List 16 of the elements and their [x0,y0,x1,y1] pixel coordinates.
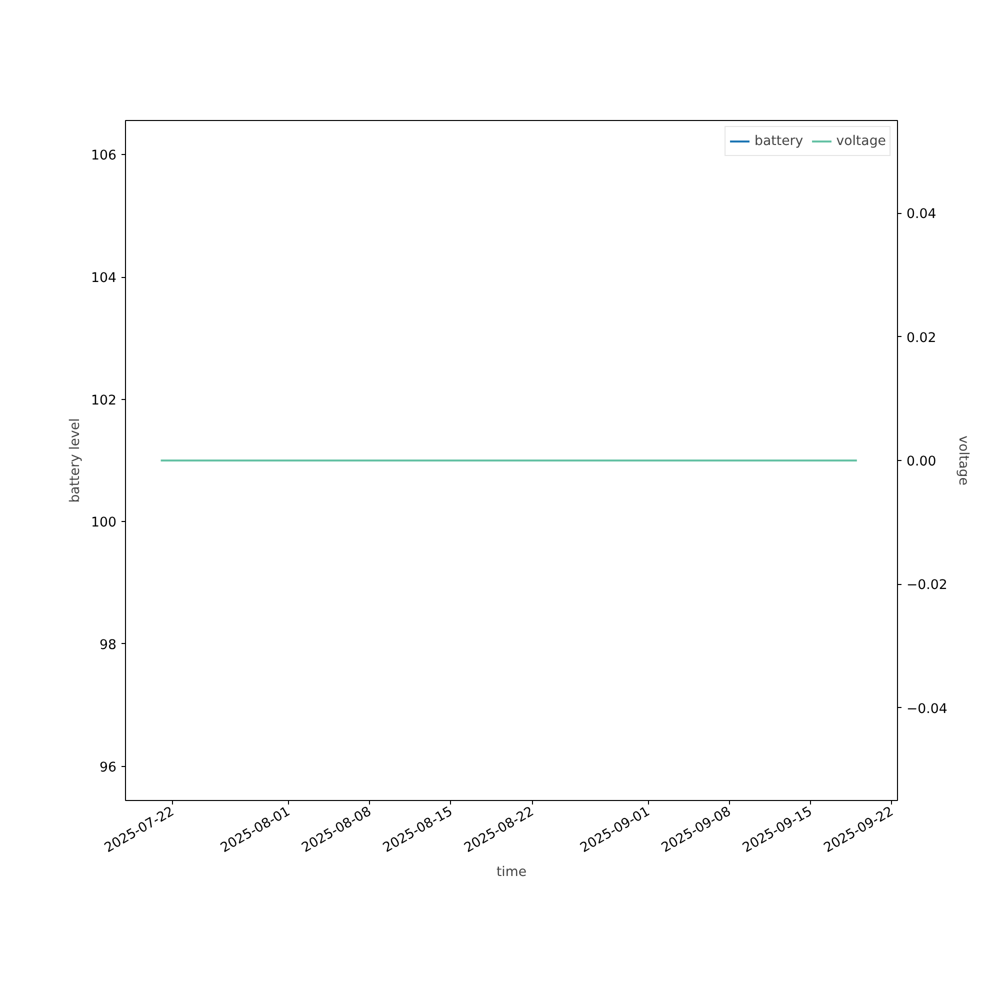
y2-tick-label: −0.02 [906,578,948,594]
y2-tick-label: 0.04 [906,207,936,222]
legend-label: battery [754,134,804,148]
y2-tick-label: 0.00 [906,454,936,470]
y-tick-label: 106 [91,148,117,164]
y2-tick-label: 0.02 [906,330,936,346]
y-tick-label: 98 [100,638,117,653]
y-tick-label: 100 [91,516,117,531]
y-axis-title: battery level [68,418,84,503]
y-tick-label: 104 [91,271,117,286]
legend-label: voltage [836,134,886,148]
y2-axis-title: voltage [955,436,970,486]
y2-tick-label: −0.04 [906,702,948,717]
x-axis-title: time [496,864,527,880]
y-tick-label: 96 [100,760,117,776]
y-tick-label: 102 [91,393,117,408]
